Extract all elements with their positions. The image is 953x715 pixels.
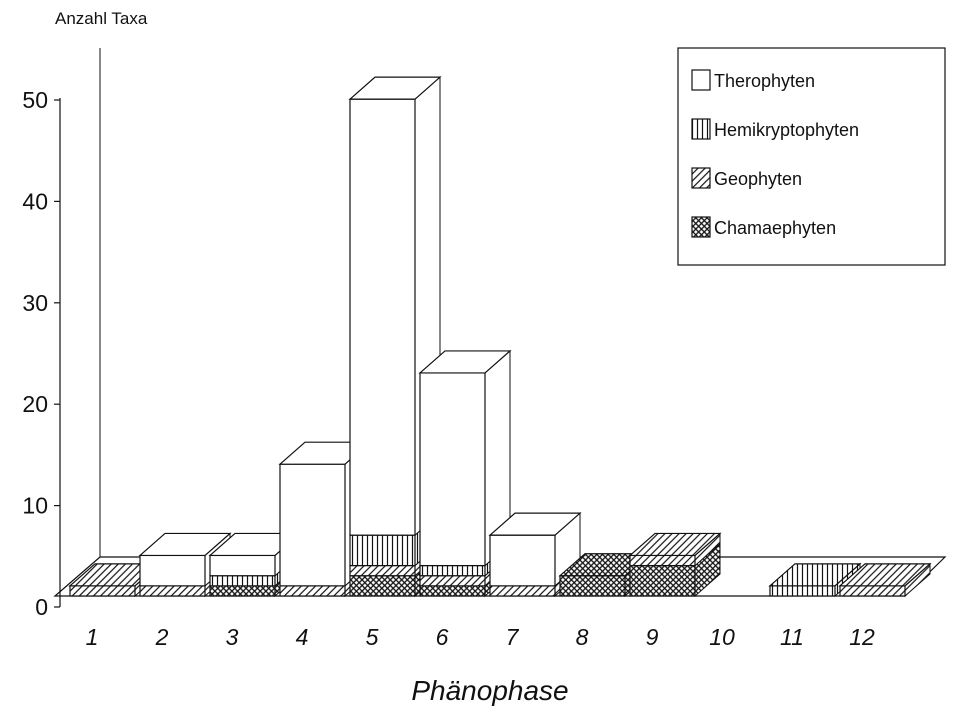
bar-segment (489, 534, 556, 587)
bar-segment (489, 585, 556, 597)
x-tick-label: 8 (576, 624, 589, 650)
legend-label: Chamaephyten (714, 218, 836, 238)
x-tick-label: 5 (366, 624, 379, 650)
y-tick-label: 10 (22, 493, 48, 519)
bar-top (418, 350, 512, 374)
y-tick-label: 40 (22, 188, 48, 214)
legend-label: Hemikryptophyten (714, 120, 859, 140)
legend (677, 47, 946, 266)
bar-top (138, 532, 232, 557)
x-tick-label: 2 (155, 624, 169, 650)
bar-segment (349, 575, 416, 597)
bar-segment (559, 575, 626, 597)
bar-segment (209, 585, 276, 597)
x-tick-label: 9 (646, 624, 659, 650)
bar-segment (139, 585, 206, 597)
x-axis-title: Phänophase (411, 675, 568, 706)
bar-segment (629, 554, 696, 567)
bar-segment (769, 585, 836, 597)
x-tick-label: 6 (436, 624, 449, 650)
x-tick-label: 10 (709, 624, 735, 650)
legend-swatch (691, 69, 711, 91)
bar-segment (349, 564, 416, 577)
bar-segment (419, 564, 486, 577)
bar-segment (279, 585, 346, 597)
bar-segment (209, 554, 276, 577)
y-tick-label: 30 (22, 290, 48, 316)
y-tick-label: 0 (35, 594, 48, 620)
bar-segment (419, 585, 486, 597)
bar-top (838, 563, 932, 587)
bar-segment (139, 554, 206, 587)
x-tick-label: 7 (506, 624, 520, 650)
x-tick-label: 3 (226, 624, 239, 650)
bar-top (488, 512, 582, 536)
y-tick-label: 50 (22, 87, 48, 113)
bar-segment (209, 575, 276, 587)
legend-swatch (691, 167, 711, 189)
y-tick-label: 20 (22, 391, 48, 417)
bar-top (768, 563, 862, 587)
legend-swatch (691, 216, 711, 238)
x-tick-label: 11 (780, 624, 804, 650)
bar-segment (349, 534, 416, 567)
bar-top (628, 532, 722, 557)
bar-top (348, 76, 442, 100)
legend-swatch (691, 118, 711, 140)
legend-label: Therophyten (714, 71, 815, 91)
x-tick-label: 4 (296, 624, 309, 650)
bar-segment (419, 372, 486, 567)
bar-segment (419, 575, 486, 587)
bar-segment (279, 463, 346, 587)
x-tick-label: 12 (849, 624, 875, 650)
bar-segment (69, 585, 136, 597)
bar-segment (839, 585, 906, 597)
bar-segment (629, 564, 696, 597)
legend-label: Geophyten (714, 169, 802, 189)
bar-segment (349, 98, 416, 536)
x-tick-label: 1 (86, 624, 99, 650)
y-axis-title: Anzahl Taxa (55, 9, 148, 28)
